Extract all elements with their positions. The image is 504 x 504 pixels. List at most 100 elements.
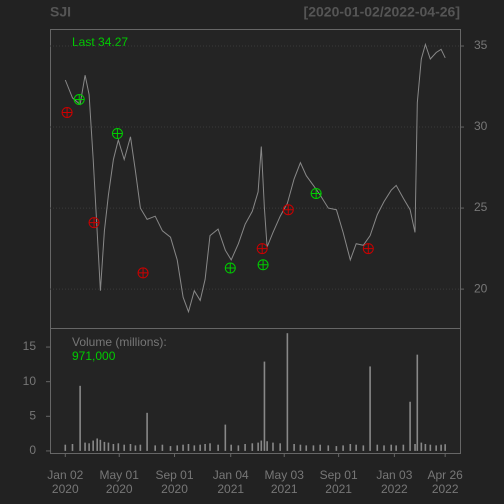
x-tick-label: 2020 <box>106 482 133 496</box>
volume-bar <box>383 445 385 451</box>
volume-bar <box>88 443 90 451</box>
volume-bar <box>293 443 295 451</box>
volume-bar <box>217 444 219 451</box>
volume-bar <box>92 440 94 451</box>
volume-bar <box>266 441 268 451</box>
x-tick-label: Jan 03 <box>376 468 412 482</box>
volume-bar <box>349 443 352 451</box>
x-tick-label: Jan 02 <box>47 468 83 482</box>
volume-bar <box>263 361 266 451</box>
x-tick-label: Jan 04 <box>213 468 249 482</box>
volume-bar <box>146 412 148 451</box>
x-tick-label: 2020 <box>161 482 188 496</box>
volume-bar <box>112 443 115 451</box>
volume-bar <box>107 442 110 451</box>
volume-bar <box>402 444 405 451</box>
volume-bar <box>257 442 259 451</box>
volume-bar <box>390 444 393 451</box>
y2-tick-label: 15 <box>23 339 37 353</box>
signal-cross <box>257 243 268 254</box>
chart-title: SJI <box>50 4 71 20</box>
signal-cross <box>258 259 269 270</box>
volume-bar <box>376 444 379 451</box>
volume-bar <box>409 401 411 451</box>
volume-bar <box>99 439 102 451</box>
x-tick-label: 2021 <box>271 482 298 496</box>
volume-bar <box>260 440 263 451</box>
volume-bar <box>71 443 74 451</box>
volume-bar <box>176 445 179 451</box>
x-tick-label: Apr 26 <box>427 468 463 482</box>
x-tick-label: May 01 <box>100 468 140 482</box>
y-tick-label: 30 <box>474 119 488 133</box>
volume-bar <box>139 444 142 451</box>
x-tick-label: 2020 <box>52 482 79 496</box>
x-tick-label: 2021 <box>217 482 244 496</box>
x-tick-label: 2022 <box>432 482 459 496</box>
price-panel <box>50 29 461 329</box>
y-tick-label: 35 <box>474 38 488 52</box>
signal-cross <box>74 94 85 105</box>
volume-bar <box>230 444 232 451</box>
volume-bar <box>312 445 315 451</box>
signal-cross <box>283 204 294 215</box>
last-volume: 971,000 <box>72 349 116 363</box>
volume-bar <box>79 385 81 451</box>
x-tick-label: Sep 01 <box>156 468 194 482</box>
volume-bar <box>416 354 419 451</box>
volume-bar <box>435 445 437 451</box>
volume-bar <box>335 446 338 451</box>
volume-panel <box>50 328 461 454</box>
volume-bar <box>362 445 365 451</box>
volume-bar <box>169 446 172 451</box>
price-line <box>64 42 446 314</box>
signal-cross <box>112 128 123 139</box>
signal-cross <box>138 267 149 278</box>
volume-bar <box>414 443 416 451</box>
x-tick-label: Sep 01 <box>320 468 358 482</box>
volume-bar <box>420 442 423 451</box>
volume-bar <box>299 444 302 451</box>
volume-bar <box>286 333 289 451</box>
volume-bar <box>103 441 106 451</box>
volume-bar <box>134 445 137 451</box>
volume-bar <box>117 443 120 451</box>
volume-bar <box>355 444 357 451</box>
y2-tick-label: 5 <box>29 408 36 422</box>
volume-bar <box>64 444 67 451</box>
volume-bar <box>319 444 321 451</box>
signal-cross <box>89 217 100 228</box>
signal-cross <box>225 263 236 274</box>
x-tick-label: May 03 <box>265 468 305 482</box>
volume-bar <box>327 445 330 451</box>
volume-bar <box>161 444 164 451</box>
y2-tick-label: 10 <box>23 374 37 388</box>
volume-bar <box>182 444 184 451</box>
volume-bar <box>444 444 446 451</box>
signal-cross <box>363 243 374 254</box>
y-tick-label: 20 <box>474 281 488 295</box>
volume-bar <box>123 444 125 451</box>
volume-bar <box>440 444 442 451</box>
volume-bar <box>204 443 206 451</box>
signal-cross <box>62 107 73 118</box>
x-tick-label: 2022 <box>381 482 408 496</box>
x-tick-label: 2021 <box>325 482 352 496</box>
volume-bar <box>305 445 308 451</box>
volume-bar <box>154 445 156 451</box>
volume-bar <box>129 443 132 451</box>
last-label: Last 34.27 <box>72 35 128 49</box>
volume-bar <box>429 444 432 451</box>
volume-bar <box>237 445 240 451</box>
volume-bar <box>84 442 86 451</box>
volume-bar <box>199 444 201 451</box>
volume-bar <box>251 443 254 451</box>
volume-bar <box>209 443 211 451</box>
volume-bar <box>395 445 397 451</box>
volume-bar <box>424 443 427 451</box>
signal-cross <box>311 188 322 199</box>
volume-bar <box>279 443 281 451</box>
y2-tick-label: 0 <box>29 443 36 457</box>
volume-bar <box>193 445 196 451</box>
volume-bar <box>187 443 190 451</box>
